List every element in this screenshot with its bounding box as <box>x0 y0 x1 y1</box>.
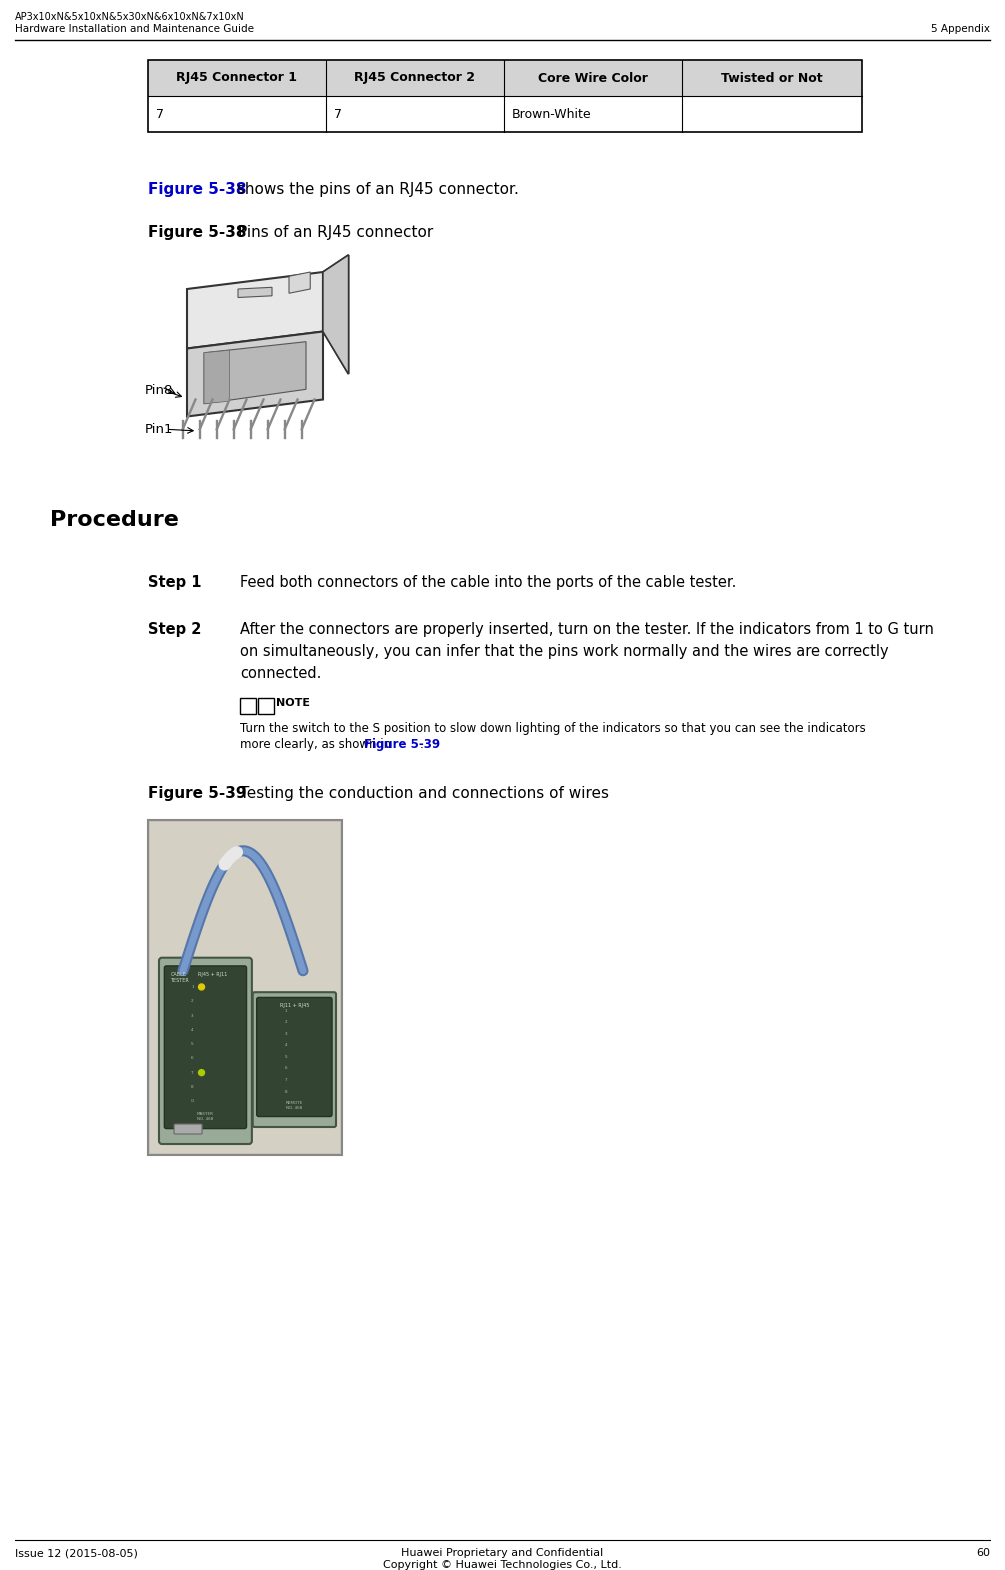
Text: 7: 7 <box>334 107 342 121</box>
Text: RJ11 + RJ45: RJ11 + RJ45 <box>280 1003 310 1008</box>
Text: 8: 8 <box>284 1090 287 1094</box>
Circle shape <box>199 984 205 991</box>
Text: NOTE: NOTE <box>276 699 310 708</box>
Text: After the connectors are properly inserted, turn on the tester. If the indicator: After the connectors are properly insert… <box>240 622 934 637</box>
Text: 2: 2 <box>191 999 194 1003</box>
Text: 5: 5 <box>191 1042 194 1046</box>
Text: shows the pins of an RJ45 connector.: shows the pins of an RJ45 connector. <box>232 182 519 196</box>
Text: Procedure: Procedure <box>50 510 179 531</box>
FancyBboxPatch shape <box>252 992 336 1127</box>
Text: 7: 7 <box>191 1071 194 1074</box>
FancyBboxPatch shape <box>174 1124 202 1134</box>
Text: Hardware Installation and Maintenance Guide: Hardware Installation and Maintenance Gu… <box>15 24 254 35</box>
Text: Step 2: Step 2 <box>148 622 201 637</box>
Text: CABLE
TESTER: CABLE TESTER <box>170 972 189 983</box>
Polygon shape <box>289 272 311 294</box>
FancyBboxPatch shape <box>148 60 862 96</box>
Text: Twisted or Not: Twisted or Not <box>722 72 823 85</box>
FancyBboxPatch shape <box>258 699 274 714</box>
FancyBboxPatch shape <box>150 823 340 1152</box>
Text: Pin8: Pin8 <box>145 385 173 397</box>
Text: on simultaneously, you can infer that the pins work normally and the wires are c: on simultaneously, you can infer that th… <box>240 644 888 659</box>
Text: RJ45 + RJ11: RJ45 + RJ11 <box>198 972 227 977</box>
FancyBboxPatch shape <box>159 958 252 1145</box>
Text: 3: 3 <box>191 1014 194 1017</box>
Text: Step 1: Step 1 <box>148 575 201 590</box>
Circle shape <box>199 1069 205 1075</box>
Text: REMOTE
NO. 468: REMOTE NO. 468 <box>285 1102 304 1110</box>
Polygon shape <box>204 342 306 403</box>
Text: .: . <box>420 738 423 750</box>
Text: 6: 6 <box>284 1066 287 1071</box>
Polygon shape <box>323 254 349 374</box>
FancyBboxPatch shape <box>148 820 342 1156</box>
Text: 8: 8 <box>191 1085 194 1090</box>
Text: 4: 4 <box>191 1028 194 1031</box>
Text: Figure 5-39: Figure 5-39 <box>148 787 251 801</box>
Text: 3: 3 <box>284 1031 287 1036</box>
Polygon shape <box>187 331 323 416</box>
Text: Feed both connectors of the cable into the ports of the cable tester.: Feed both connectors of the cable into t… <box>240 575 737 590</box>
FancyBboxPatch shape <box>165 966 246 1129</box>
Text: G: G <box>191 1099 194 1104</box>
Text: 6: 6 <box>191 1057 194 1060</box>
Text: Figure 5-38: Figure 5-38 <box>148 182 246 196</box>
Text: connected.: connected. <box>240 666 322 681</box>
Text: 2: 2 <box>284 1020 287 1025</box>
Text: RJ45 Connector 2: RJ45 Connector 2 <box>355 72 475 85</box>
Text: 1: 1 <box>191 984 194 989</box>
Text: more clearly, as shown in: more clearly, as shown in <box>240 738 395 750</box>
FancyBboxPatch shape <box>240 699 256 714</box>
Text: Turn the switch to the S position to slow down lighting of the indicators so tha: Turn the switch to the S position to slo… <box>240 722 865 735</box>
Text: 5 Appendix: 5 Appendix <box>931 24 990 35</box>
Text: Issue 12 (2015-08-05): Issue 12 (2015-08-05) <box>15 1548 138 1557</box>
Text: 4: 4 <box>284 1044 287 1047</box>
Text: RJ45 Connector 1: RJ45 Connector 1 <box>177 72 297 85</box>
Text: Figure 5-38: Figure 5-38 <box>148 225 251 240</box>
Text: Figure 5-39: Figure 5-39 <box>364 738 439 750</box>
Polygon shape <box>187 272 323 349</box>
Text: Brown-White: Brown-White <box>512 107 592 121</box>
Text: 1: 1 <box>284 1010 287 1013</box>
Text: Copyright © Huawei Technologies Co., Ltd.: Copyright © Huawei Technologies Co., Ltd… <box>383 1561 621 1570</box>
Text: AP3x10xN&5x10xN&5x30xN&6x10xN&7x10xN: AP3x10xN&5x10xN&5x30xN&6x10xN&7x10xN <box>15 13 245 22</box>
Text: Pin1: Pin1 <box>145 422 173 436</box>
Text: 5: 5 <box>284 1055 287 1060</box>
Polygon shape <box>323 254 349 374</box>
Text: 60: 60 <box>976 1548 990 1557</box>
Polygon shape <box>238 287 272 297</box>
Text: Huawei Proprietary and Confidential: Huawei Proprietary and Confidential <box>401 1548 603 1557</box>
Text: 7: 7 <box>284 1079 287 1082</box>
Text: Testing the conduction and connections of wires: Testing the conduction and connections o… <box>240 787 609 801</box>
Text: Pins of an RJ45 connector: Pins of an RJ45 connector <box>238 225 433 240</box>
Text: MASTER
NO. 468: MASTER NO. 468 <box>197 1113 214 1121</box>
Polygon shape <box>204 350 229 403</box>
FancyBboxPatch shape <box>256 997 332 1116</box>
Text: Core Wire Color: Core Wire Color <box>538 72 648 85</box>
FancyBboxPatch shape <box>148 96 862 132</box>
Text: 7: 7 <box>156 107 164 121</box>
